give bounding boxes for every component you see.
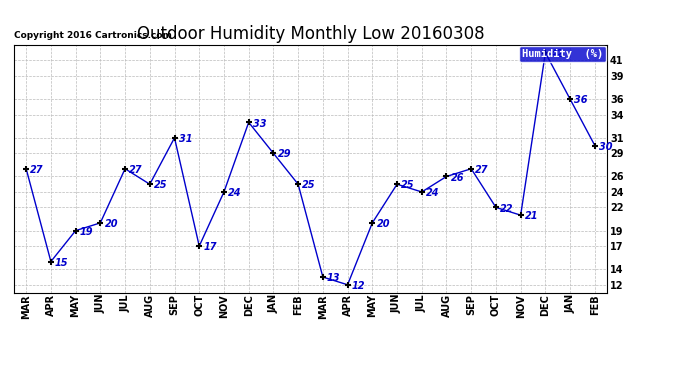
Text: Copyright 2016 Cartronics.com: Copyright 2016 Cartronics.com xyxy=(14,31,172,40)
Text: 20: 20 xyxy=(377,219,390,229)
Text: 25: 25 xyxy=(302,180,316,190)
Text: 33: 33 xyxy=(253,118,266,129)
Legend: Humidity  (%): Humidity (%) xyxy=(519,46,606,62)
Text: 22: 22 xyxy=(500,204,513,214)
Text: 27: 27 xyxy=(129,165,143,175)
Text: 26: 26 xyxy=(451,172,464,183)
Text: 21: 21 xyxy=(525,211,538,221)
Text: 27: 27 xyxy=(475,165,489,175)
Text: 31: 31 xyxy=(179,134,193,144)
Title: Outdoor Humidity Monthly Low 20160308: Outdoor Humidity Monthly Low 20160308 xyxy=(137,26,484,44)
Text: 20: 20 xyxy=(104,219,118,229)
Text: 24: 24 xyxy=(228,188,242,198)
Text: 25: 25 xyxy=(401,180,415,190)
Text: 36: 36 xyxy=(574,95,588,105)
Text: 42: 42 xyxy=(549,49,563,59)
Text: 29: 29 xyxy=(277,150,291,159)
Text: 24: 24 xyxy=(426,188,440,198)
Text: 12: 12 xyxy=(352,281,365,291)
Text: 19: 19 xyxy=(80,227,93,237)
Text: 13: 13 xyxy=(327,273,341,283)
Text: 25: 25 xyxy=(154,180,168,190)
Text: 27: 27 xyxy=(30,165,44,175)
Text: 15: 15 xyxy=(55,258,68,268)
Text: 17: 17 xyxy=(204,242,217,252)
Text: 30: 30 xyxy=(599,142,613,152)
